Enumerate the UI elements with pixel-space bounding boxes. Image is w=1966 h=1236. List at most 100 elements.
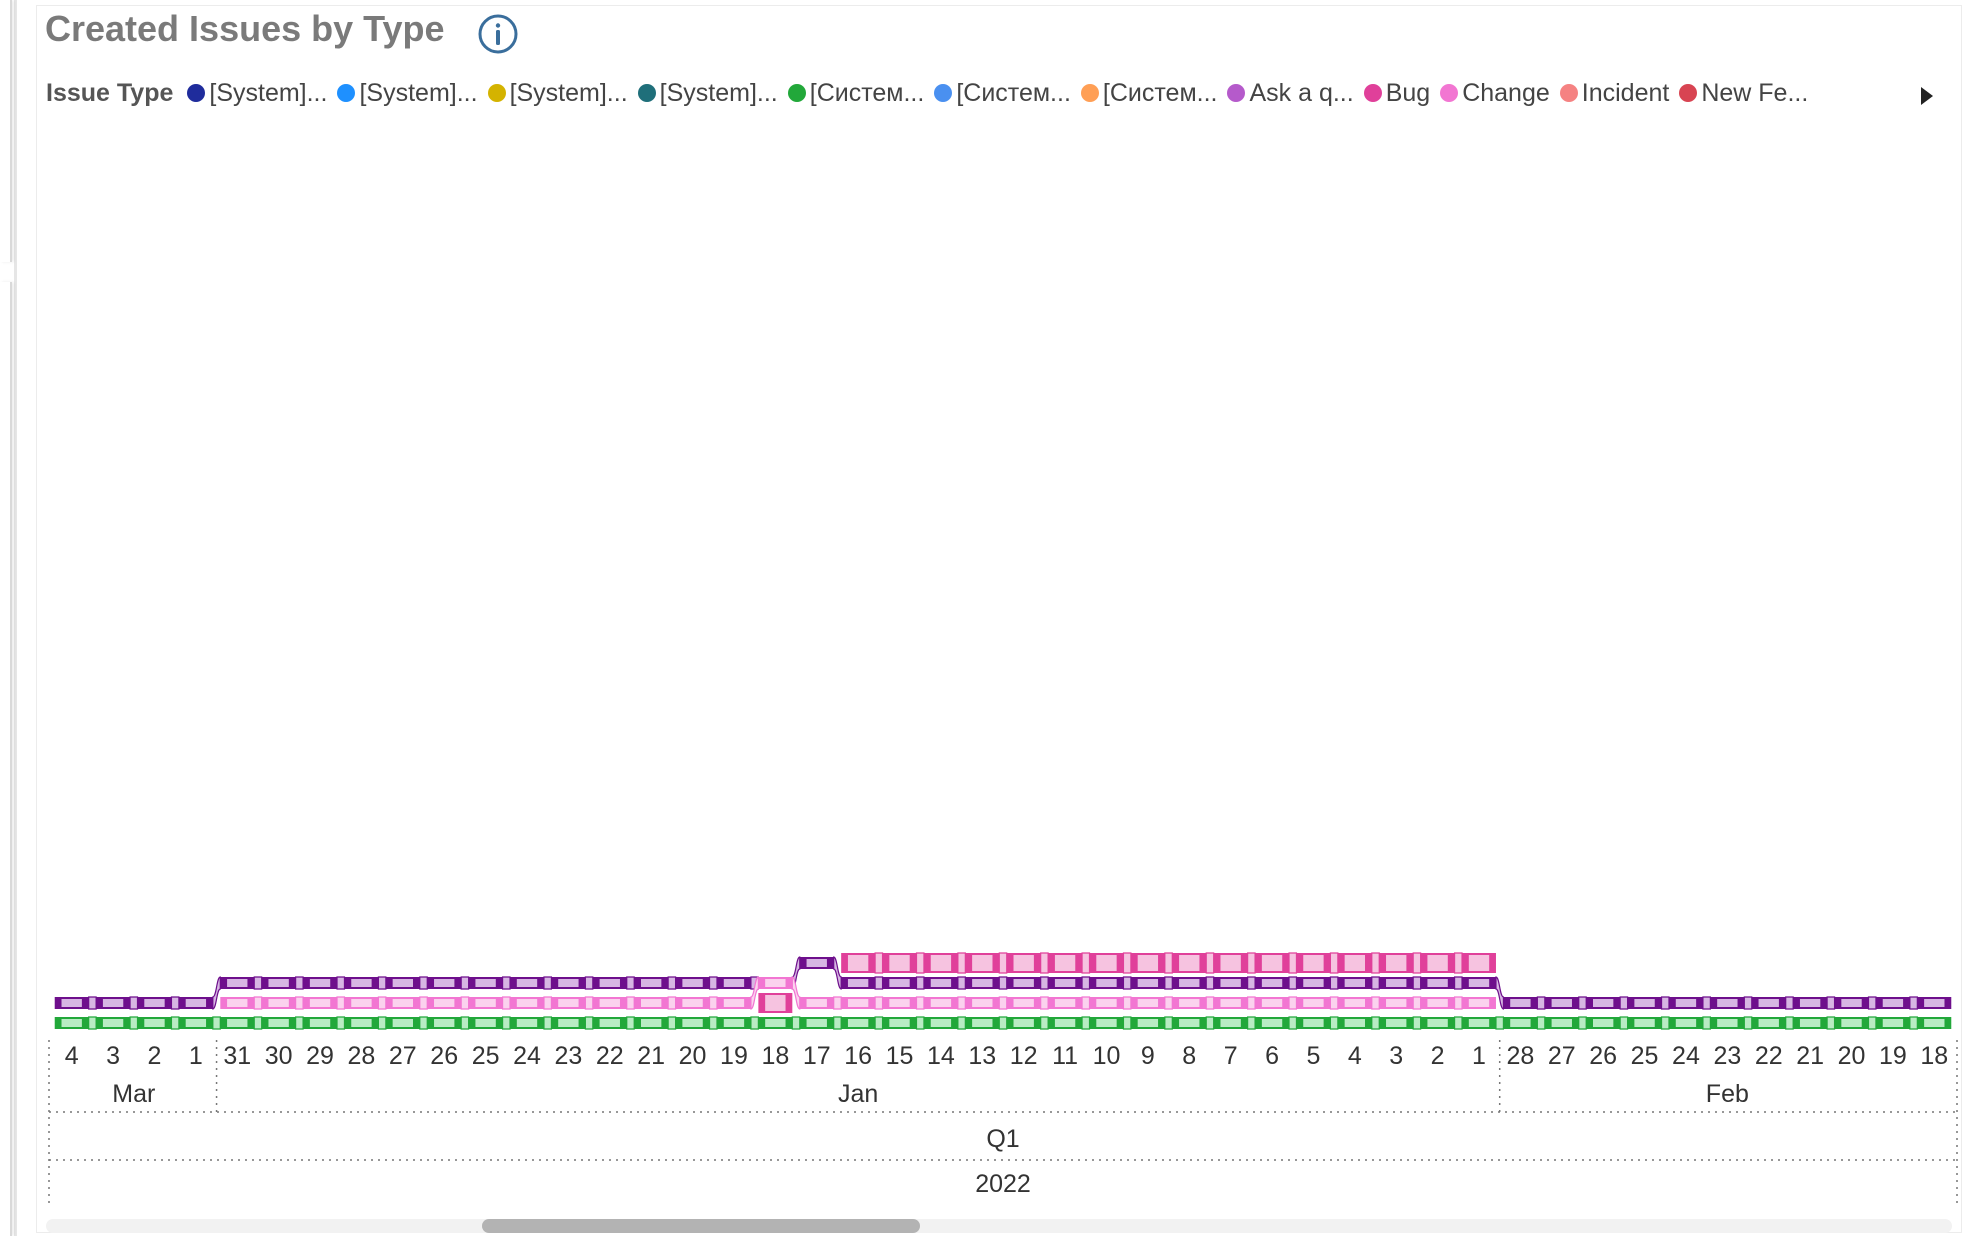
x-tick-label: 20 xyxy=(1838,1042,1866,1070)
legend-label: [System]... xyxy=(509,78,628,107)
info-icon[interactable] xyxy=(478,14,518,54)
x-tick-label: 15 xyxy=(886,1042,914,1070)
legend-dot-icon xyxy=(1559,83,1578,102)
ribbon-segment-highlight xyxy=(1468,979,1490,987)
x-tick-label: 29 xyxy=(306,1042,334,1070)
legend-dot-icon xyxy=(934,83,953,102)
ribbon-connector xyxy=(667,1016,677,1030)
ribbon-segment-highlight xyxy=(475,1019,496,1027)
ribbon-connector xyxy=(88,996,97,1010)
ribbon-connector xyxy=(460,976,470,990)
ribbon-segment-highlight xyxy=(1096,955,1117,971)
ribbon-segment-highlight xyxy=(392,979,414,987)
ribbon-segment-highlight xyxy=(1510,999,1531,1007)
ribbon-connector xyxy=(1371,952,1380,974)
legend-label: [System]... xyxy=(359,78,478,107)
legend-label: Ask a q... xyxy=(1249,78,1354,107)
ribbon-segment-highlight xyxy=(309,979,331,987)
ribbon-segment-highlight xyxy=(1261,955,1283,971)
ribbon-connector xyxy=(1412,1016,1422,1030)
ribbon-segment-highlight xyxy=(434,999,455,1007)
legend-item[interactable]: Ask a q... xyxy=(1227,78,1354,108)
ribbon-segment-highlight xyxy=(1427,955,1448,971)
legend-item[interactable]: Change xyxy=(1440,79,1550,108)
x-tick-label: 25 xyxy=(472,1042,500,1070)
x-tick-label: 2 xyxy=(148,1042,162,1070)
ribbon-connector xyxy=(1785,1016,1794,1030)
ribbon-segment-highlight xyxy=(144,1019,165,1027)
ribbon-segment-highlight xyxy=(227,979,248,987)
legend-dot-icon xyxy=(487,83,506,102)
x-tick-label: 14 xyxy=(927,1042,955,1070)
ribbon-connector xyxy=(1536,1016,1546,1030)
ribbon-segment-highlight xyxy=(1386,955,1407,971)
legend-item[interactable]: [Систем... xyxy=(1080,79,1217,108)
x-tick-label: 26 xyxy=(1589,1042,1617,1070)
ribbon-connector xyxy=(874,1016,884,1030)
chart-title: Created Issues by Type xyxy=(45,8,445,49)
scrollbar-thumb[interactable] xyxy=(482,1219,920,1233)
legend-item[interactable]: [System]... xyxy=(637,79,778,108)
ribbon-connector xyxy=(1122,1016,1132,1030)
ribbon-segment-highlight xyxy=(847,999,869,1007)
x-tick-label: 23 xyxy=(554,1042,582,1070)
x-tick-label: 22 xyxy=(596,1042,624,1070)
ribbon-segment-highlight xyxy=(930,955,952,971)
legend-label: [System]... xyxy=(209,78,328,107)
quarter-label: Q1 xyxy=(986,1125,1019,1153)
x-tick-label: 19 xyxy=(1879,1042,1907,1070)
x-tick-label: 24 xyxy=(513,1042,541,1070)
ribbon-connector xyxy=(377,1016,387,1030)
horizontal-scrollbar[interactable] xyxy=(46,1219,1952,1233)
ribbon-segment-highlight xyxy=(972,1019,993,1027)
ribbon-segment-highlight xyxy=(640,979,662,987)
ribbon-connector xyxy=(295,1016,304,1030)
ribbon-segment-highlight xyxy=(930,1019,952,1027)
legend-item[interactable]: [Систем... xyxy=(787,79,924,108)
ribbon-connector xyxy=(1122,952,1132,974)
legend-item[interactable]: Bug xyxy=(1363,79,1430,108)
legend-item[interactable]: New Fe... xyxy=(1679,79,1808,108)
ribbon-segment-highlight xyxy=(1179,955,1200,971)
triangle-right-icon[interactable] xyxy=(1915,81,1939,111)
ribbon-connector xyxy=(1371,996,1380,1010)
ribbon-segment-highlight xyxy=(475,999,496,1007)
month-label: Jan xyxy=(838,1080,878,1108)
ribbon-segment-highlight xyxy=(1179,1019,1200,1027)
ribbon-connector xyxy=(833,956,842,990)
legend-item[interactable]: [System]... xyxy=(487,78,628,108)
ribbon-segment-highlight xyxy=(1427,999,1448,1007)
x-tick-label: 25 xyxy=(1631,1042,1659,1070)
legend-item[interactable]: Incident xyxy=(1559,79,1669,108)
x-tick-label: 19 xyxy=(720,1042,748,1070)
ribbon-segment-highlight xyxy=(1054,1019,1076,1027)
ribbon-connector xyxy=(1122,976,1132,990)
ribbon-segment-highlight xyxy=(1013,999,1034,1007)
legend-item[interactable]: [Систем... xyxy=(934,79,1071,108)
ribbon-segment-highlight xyxy=(1675,999,1697,1007)
ribbon-segment-highlight xyxy=(640,1019,662,1027)
ribbon-connector xyxy=(750,976,759,1010)
x-tick-label: 13 xyxy=(968,1042,996,1070)
ribbon-connector xyxy=(1164,952,1173,974)
ribbon-connector xyxy=(1288,952,1298,974)
ribbon-connector xyxy=(543,976,553,990)
ribbon-connector xyxy=(915,996,925,1010)
ribbon-segment-highlight xyxy=(1510,1019,1531,1027)
x-tick-label: 9 xyxy=(1141,1042,1155,1070)
ribbon-segment-highlight xyxy=(1303,1019,1324,1027)
ribbon-connector xyxy=(336,976,346,990)
ribbon-connector xyxy=(1867,996,1877,1010)
legend-item[interactable]: [System]... xyxy=(337,78,478,108)
ribbon-connector xyxy=(501,1016,511,1030)
ribbon-connector xyxy=(1660,1016,1670,1030)
ribbon-segment-highlight xyxy=(1841,999,1862,1007)
ribbon-connector xyxy=(1867,1016,1877,1030)
ribbon-segment-highlight xyxy=(1220,955,1241,971)
ribbon-segment-highlight xyxy=(972,999,993,1007)
legend-item[interactable]: [System]... xyxy=(187,79,327,108)
ribbon-segment-highlight xyxy=(227,1019,248,1027)
ribbon-connector xyxy=(1329,1016,1339,1030)
ribbon-segment-highlight xyxy=(1592,1019,1614,1027)
